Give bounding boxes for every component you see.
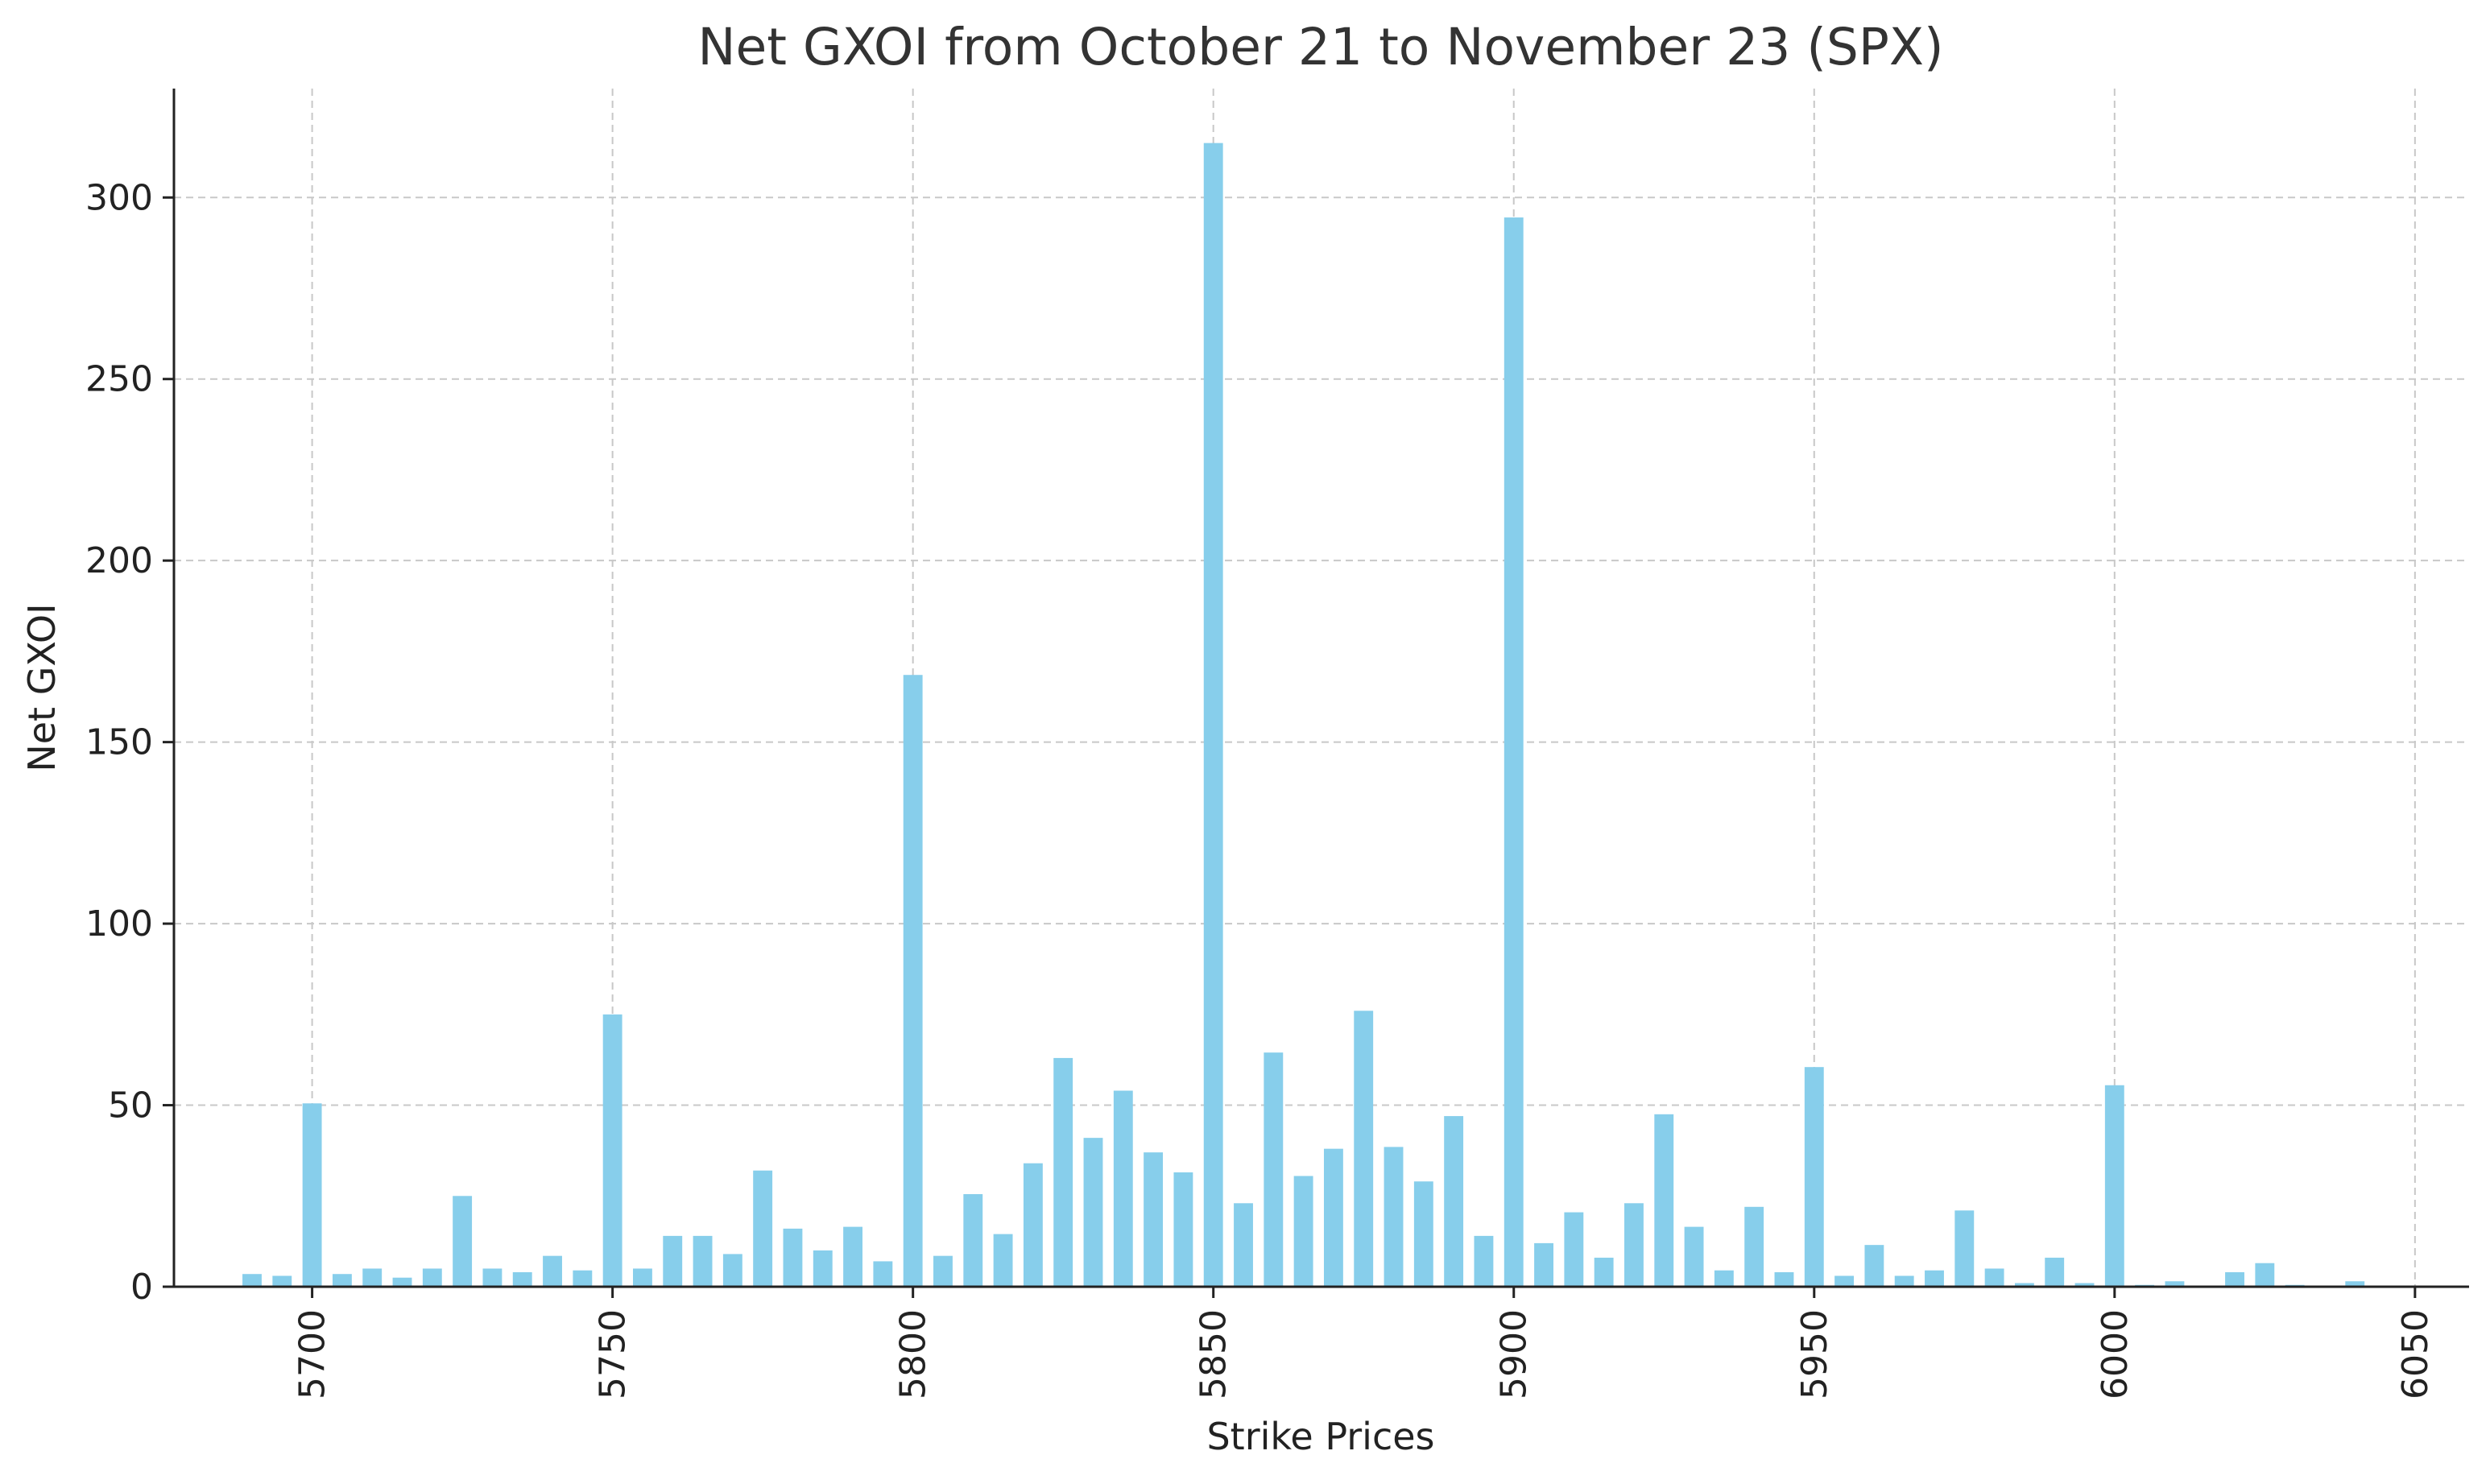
- y-tick-label: 250: [85, 359, 153, 400]
- bar: [302, 1103, 322, 1287]
- x-tick-label: 6050: [2395, 1309, 2436, 1399]
- bar: [1984, 1268, 2004, 1287]
- bar: [1594, 1257, 1614, 1287]
- bar: [753, 1170, 773, 1287]
- bar: [2165, 1281, 2185, 1287]
- bar: [272, 1275, 292, 1287]
- bar: [1384, 1147, 1404, 1287]
- x-tick-label: 5850: [1193, 1309, 1235, 1399]
- bar: [1264, 1052, 1284, 1287]
- bar: [1113, 1090, 1133, 1287]
- x-tick-label: 5800: [893, 1309, 934, 1399]
- bar: [332, 1274, 352, 1287]
- bar: [392, 1277, 412, 1287]
- bar: [1474, 1235, 1494, 1287]
- bar: [1774, 1271, 1794, 1287]
- bar: [1894, 1275, 1914, 1287]
- bar: [1954, 1210, 1975, 1287]
- bar: [1925, 1270, 1944, 1287]
- y-tick-label: 300: [85, 177, 153, 218]
- bar: [993, 1234, 1013, 1287]
- bar: [963, 1194, 983, 1287]
- bar: [242, 1274, 262, 1287]
- bar: [1654, 1114, 1674, 1287]
- bar: [1744, 1206, 1764, 1287]
- bar: [693, 1235, 713, 1287]
- bar: [1564, 1212, 1584, 1287]
- x-tick-label: 5900: [1494, 1309, 1535, 1399]
- bar: [633, 1268, 652, 1287]
- bars: [242, 143, 2365, 1288]
- bar: [1144, 1152, 1164, 1287]
- bar: [1864, 1245, 1884, 1287]
- bar: [422, 1268, 442, 1287]
- bar: [1714, 1270, 1734, 1287]
- bar: [573, 1270, 593, 1287]
- bar: [1413, 1181, 1433, 1287]
- bar: [1173, 1172, 1193, 1287]
- bar: [843, 1226, 862, 1287]
- y-axis-label: Net GXOI: [20, 603, 64, 771]
- bar: [722, 1254, 742, 1287]
- bar: [1083, 1138, 1103, 1287]
- bar: [1323, 1148, 1343, 1287]
- bar: [602, 1014, 622, 1287]
- bar: [362, 1268, 383, 1287]
- y-tick-label: 200: [85, 540, 153, 581]
- chart-title: Net GXOI from October 21 to November 23 …: [697, 18, 1943, 76]
- bar: [873, 1261, 893, 1287]
- y-tick-label: 100: [85, 903, 153, 945]
- x-tick-label: 5950: [1794, 1309, 1835, 1399]
- bar: [1444, 1116, 1464, 1287]
- bar: [1534, 1242, 1553, 1287]
- x-tick-label: 6000: [2095, 1309, 2136, 1399]
- x-axis-label: Strike Prices: [1206, 1415, 1434, 1458]
- bar: [1023, 1163, 1043, 1287]
- bar: [453, 1196, 473, 1287]
- bar: [2345, 1281, 2365, 1287]
- bar: [512, 1271, 532, 1287]
- y-tick-label: 50: [108, 1085, 153, 1126]
- x-tick-label: 5750: [593, 1309, 634, 1399]
- bar: [1234, 1203, 1253, 1287]
- bar: [1624, 1203, 1644, 1287]
- grid-lines: [174, 89, 2469, 1287]
- bar: [2074, 1283, 2095, 1287]
- bar: [2225, 1271, 2244, 1287]
- bar: [1203, 143, 1223, 1288]
- bar: [1293, 1176, 1313, 1287]
- bar: [903, 675, 923, 1287]
- y-tick-label: 0: [130, 1267, 153, 1308]
- bar: [1504, 217, 1524, 1287]
- bar: [1354, 1011, 1374, 1287]
- bar: [2045, 1257, 2065, 1287]
- bar: [1834, 1275, 1855, 1287]
- bar: [813, 1250, 833, 1287]
- x-tick-label: 5700: [292, 1309, 333, 1399]
- bar: [482, 1268, 503, 1287]
- bar: [1684, 1226, 1704, 1287]
- bar: [663, 1235, 683, 1287]
- bar: [2014, 1283, 2034, 1287]
- y-tick-label: 150: [85, 722, 153, 763]
- bar: [1053, 1057, 1073, 1287]
- bar: [1804, 1067, 1824, 1287]
- bar: [783, 1228, 803, 1287]
- bar: [2104, 1085, 2124, 1287]
- bar: [2255, 1263, 2275, 1287]
- bar: [543, 1255, 562, 1287]
- bar: [933, 1255, 953, 1287]
- axes: 0 50 100 150 200 250 300 5700 5750 5800 5850 5900 59…: [85, 89, 2469, 1399]
